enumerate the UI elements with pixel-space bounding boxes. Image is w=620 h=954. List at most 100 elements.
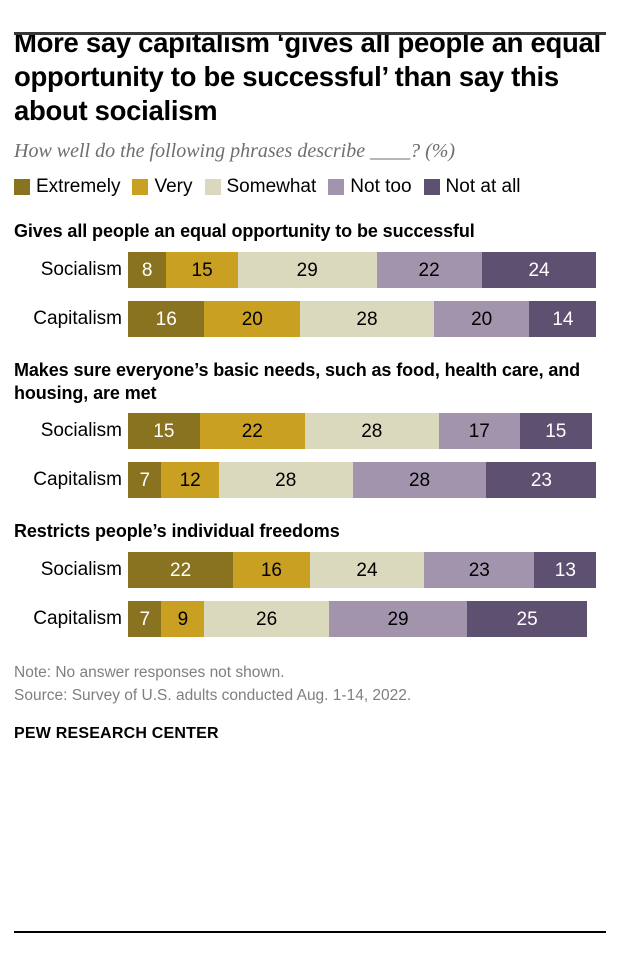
legend-item-label: Not too	[350, 176, 412, 198]
chart-panel: Makes sure everyone’s basic needs, such …	[14, 359, 606, 499]
chart-row: Capitalism 7 9 26 29 25	[14, 601, 606, 638]
bar-segment-somewhat: 26	[204, 601, 329, 638]
stacked-bar: 15 22 28 17 15	[128, 413, 606, 450]
legend-item-label: Not at all	[445, 176, 521, 198]
bar-segment-value: 20	[241, 308, 263, 330]
bar-segment-not-at-all: 24	[481, 252, 597, 289]
panel-title: Restricts people’s individual freedoms	[14, 521, 340, 542]
legend-item-label: Extremely	[36, 176, 121, 198]
bar-segment-somewhat: 28	[300, 301, 434, 338]
bar-segment-value: 28	[408, 469, 431, 491]
bar-segment-not-too: 17	[438, 413, 520, 450]
bar-segment-value: 14	[552, 308, 574, 330]
legend-swatch-icon	[14, 179, 30, 196]
chart-legend: Extremely Very Somewhat Not too Not at all	[14, 176, 606, 198]
chart-panel: Gives all people an equal opportunity to…	[14, 220, 606, 338]
bar-segment-value: 28	[356, 308, 378, 330]
bottom-divider	[14, 931, 606, 933]
bar-segment-extremely: 16	[128, 301, 205, 338]
bar-segment-very: 22	[199, 413, 305, 450]
bar-segment-value: 29	[296, 259, 318, 281]
chart-row: Socialism 8 15 29 22 24	[14, 252, 606, 289]
legend-item-label: Very	[154, 176, 193, 198]
legend-swatch-icon	[423, 179, 440, 196]
brand-label: PEW RESEARCH CENTER	[14, 724, 219, 742]
chart-note: Note: No answer responses not shown.	[14, 664, 285, 682]
bar-segment-value: 8	[141, 259, 153, 281]
bar-segment-not-at-all: 15	[519, 413, 592, 450]
bar-segment-not-too: 20	[433, 301, 530, 338]
bar-segment-very: 16	[233, 552, 310, 589]
bar-segment-value: 15	[191, 259, 213, 281]
bar-segment-value: 20	[471, 308, 493, 330]
bar-segment-not-at-all: 25	[467, 601, 587, 638]
bar-segment-extremely: 15	[128, 413, 200, 450]
chart-row: Capitalism 7 12 28 28 23	[14, 462, 606, 499]
bar-segment-value: 16	[260, 559, 282, 581]
bar-segment-extremely: 7	[128, 462, 162, 499]
panel-title: Gives all people an equal opportunity to…	[14, 221, 475, 242]
legend-item-very: Very	[132, 176, 193, 198]
bar-segment-value: 23	[530, 469, 552, 491]
bar-segment-not-at-all: 13	[534, 552, 597, 589]
bar-segment-value: 12	[179, 469, 201, 491]
bar-segment-value: 24	[528, 259, 550, 281]
row-category-label: Capitalism	[33, 308, 122, 330]
bar-segment-somewhat: 28	[304, 413, 439, 450]
bar-segment-somewhat: 24	[309, 552, 425, 589]
bar-segment-value: 23	[468, 559, 490, 581]
bar-segment-value: 15	[153, 420, 175, 442]
bar-segment-very: 20	[204, 301, 301, 338]
bar-segment-extremely: 7	[128, 601, 162, 638]
legend-swatch-icon	[132, 179, 149, 196]
bar-segment-value: 15	[545, 420, 567, 442]
row-category-label: Capitalism	[33, 608, 122, 630]
bar-segment-value: 16	[155, 308, 177, 330]
bar-segment-value: 26	[256, 608, 278, 630]
chart-source: Source: Survey of U.S. adults conducted …	[14, 687, 412, 705]
bar-segment-value: 7	[139, 608, 151, 630]
row-category-label: Capitalism	[33, 469, 122, 491]
chart-footer: Note: No answer responses not shown. Sou…	[14, 661, 606, 743]
stacked-bar: 7 9 26 29 25	[128, 601, 606, 638]
bar-segment-not-too: 23	[424, 552, 535, 589]
chart-row: Socialism 15 22 28 17 15	[14, 413, 606, 450]
legend-item-somewhat: Somewhat	[204, 176, 316, 198]
row-category-label: Socialism	[40, 420, 122, 442]
legend-swatch-icon	[328, 179, 345, 196]
bar-segment-value: 17	[468, 420, 490, 442]
chart-subtitle: How well do the following phrases descri…	[14, 140, 456, 163]
chart-row: Socialism 22 16 24 23 13	[14, 552, 606, 589]
bar-segment-somewhat: 29	[237, 252, 377, 289]
stacked-bar: 22 16 24 23 13	[128, 552, 606, 589]
bar-segment-value: 13	[554, 559, 576, 581]
legend-item-not-at-all: Not at all	[423, 176, 521, 198]
bar-segment-somewhat: 28	[218, 462, 353, 499]
bar-segment-value: 7	[139, 469, 151, 491]
bar-segment-very: 15	[166, 252, 238, 289]
bar-segment-not-at-all: 14	[529, 301, 597, 338]
bar-segment-not-at-all: 23	[486, 462, 597, 499]
bar-segment-value: 9	[177, 608, 189, 630]
row-category-label: Socialism	[40, 559, 122, 581]
top-divider	[14, 32, 606, 35]
stacked-bar: 16 20 28 20 14	[128, 301, 606, 338]
page-title: More say capitalism ‘gives all people an…	[14, 27, 601, 126]
stacked-bar: 8 15 29 22 24	[128, 252, 606, 289]
chart-panel: Restricts people’s individual freedoms So…	[14, 520, 606, 638]
bar-segment-value: 22	[170, 559, 192, 581]
bar-segment-value: 25	[516, 608, 538, 630]
panel-title: Makes sure everyone’s basic needs, such …	[14, 360, 581, 403]
bar-segment-very: 12	[161, 462, 219, 499]
chart-row: Capitalism 16 20 28 20 14	[14, 301, 606, 338]
bar-segment-extremely: 8	[128, 252, 167, 289]
bar-segment-value: 22	[418, 259, 440, 281]
stacked-bar: 7 12 28 28 23	[128, 462, 606, 499]
legend-item-extremely: Extremely	[14, 176, 120, 198]
legend-item-not-too: Not too	[328, 176, 412, 198]
chart-page: More say capitalism ‘gives all people an…	[0, 26, 620, 954]
bar-segment-value: 29	[387, 608, 409, 630]
bar-segment-extremely: 22	[128, 552, 234, 589]
chart-panels: Gives all people an equal opportunity to…	[14, 220, 606, 638]
bar-segment-value: 22	[241, 420, 263, 442]
